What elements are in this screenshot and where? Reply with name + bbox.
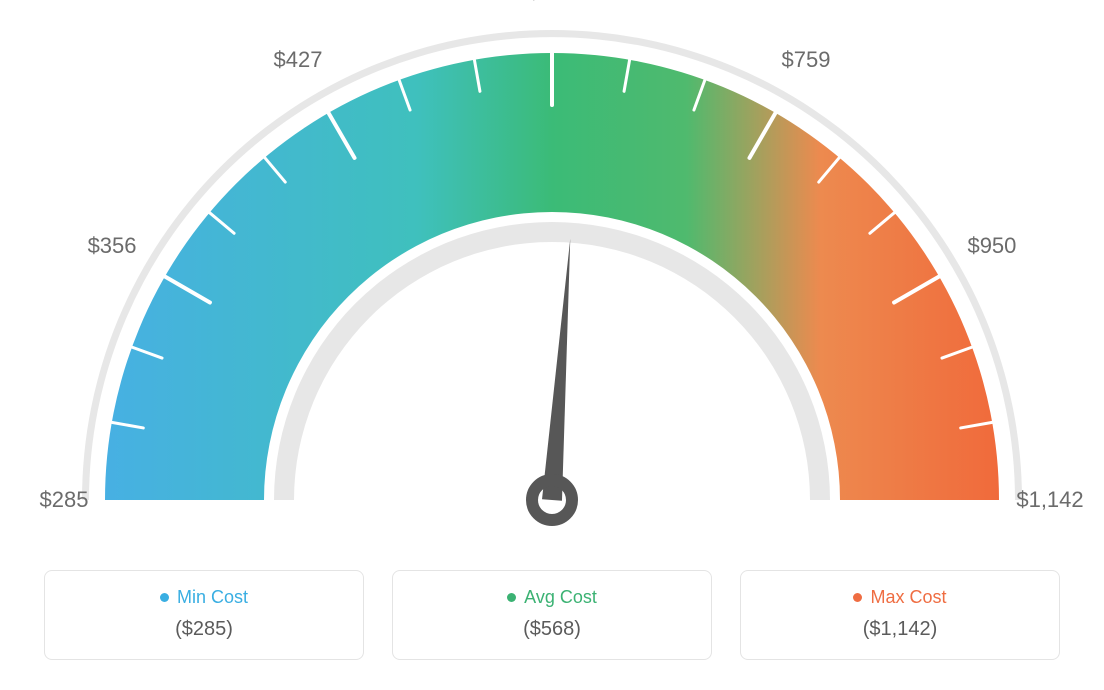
gauge-svg [0,0,1104,560]
legend-value-min: ($285) [65,618,343,641]
legend-card-avg: Avg Cost ($568) [392,570,712,660]
legend-label-row: Avg Cost [413,587,691,608]
legend-value-avg: ($568) [413,618,691,641]
tick-label: $568 [528,0,577,5]
tick-label: $950 [967,233,1016,259]
legend-dot-avg [507,593,516,602]
legend-dot-max [853,593,862,602]
legend-dot-min [160,593,169,602]
cost-gauge-chart: $285 $356 $427 $568 $759 $950 $1,142 Min Cost … [0,0,1104,690]
legend-card-min: Min Cost ($285) [44,570,364,660]
legend-row: Min Cost ($285) Avg Cost ($568) Max Cost… [0,570,1104,660]
legend-card-max: Max Cost ($1,142) [740,570,1060,660]
tick-label: $1,142 [1016,487,1083,513]
tick-label: $759 [782,47,831,73]
gauge-area: $285 $356 $427 $568 $759 $950 $1,142 [0,0,1104,560]
tick-label: $356 [88,233,137,259]
legend-label-max: Max Cost [870,587,946,608]
needle [542,239,570,501]
tick-label: $427 [274,47,323,73]
legend-label-row: Min Cost [65,587,343,608]
legend-label-row: Max Cost [761,587,1039,608]
legend-label-min: Min Cost [177,587,248,608]
tick-label: $285 [40,487,89,513]
legend-value-max: ($1,142) [761,618,1039,641]
legend-label-avg: Avg Cost [524,587,597,608]
